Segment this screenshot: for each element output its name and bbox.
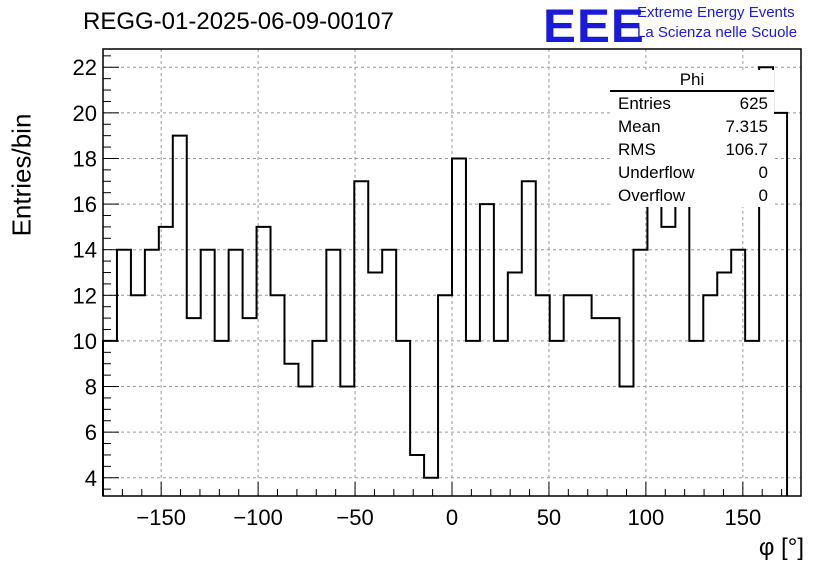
y-tick-label: 22	[73, 55, 97, 80]
y-tick-label: 8	[85, 375, 97, 400]
x-tick-label: 0	[446, 505, 458, 530]
y-tick-label: 4	[85, 466, 97, 491]
logo-tagline-1: Extreme Energy Events	[637, 4, 795, 21]
page-title: REGG-01-2025-06-09-00107	[83, 8, 394, 35]
stats-row-mean: Mean 7.315	[610, 115, 774, 138]
x-tick-label: −50	[336, 505, 373, 530]
stats-label: Entries	[618, 94, 671, 113]
stats-label: Mean	[618, 117, 661, 136]
stats-row-overflow: Overflow 0	[610, 184, 774, 207]
stats-value: 0	[758, 186, 768, 205]
stats-value: 106.7	[725, 140, 768, 159]
y-tick-label: 20	[73, 101, 97, 126]
y-tick-label: 12	[73, 283, 97, 308]
y-tick-label: 16	[73, 192, 97, 217]
y-axis-label: Entries/bin	[6, 113, 37, 237]
tick-labels: −150 −100 −50 0 50 100 150 4 6 8 10 12 14 16 18 20 22	[73, 55, 762, 530]
y-tick-label: 10	[73, 329, 97, 354]
stats-box: Phi Entries 625 Mean 7.315 RMS 106.7 Und…	[610, 70, 774, 207]
stats-label: RMS	[618, 140, 656, 159]
x-tick-label: −150	[136, 505, 186, 530]
x-tick-label: 150	[724, 505, 761, 530]
stats-value: 0	[758, 163, 768, 182]
stats-title: Phi	[610, 70, 774, 92]
stats-row-rms: RMS 106.7	[610, 138, 774, 161]
x-tick-label: −100	[233, 505, 283, 530]
stats-label: Overflow	[618, 186, 686, 205]
y-tick-label: 18	[73, 146, 97, 171]
y-tick-label: 14	[73, 238, 97, 263]
stats-value: 7.315	[725, 117, 768, 136]
eee-logo: EEE	[543, 0, 645, 52]
stats-value: 625	[739, 94, 768, 113]
axis-ticks	[102, 55, 802, 496]
y-axis-label-wrap: Entries/bin	[2, 110, 42, 240]
x-tick-label: 100	[628, 505, 665, 530]
stats-row-underflow: Underflow 0	[610, 161, 774, 184]
logo-tagline-2: La Scienza nelle Scuole	[637, 24, 798, 41]
stats-row-entries: Entries 625	[610, 92, 774, 115]
x-tick-label: 50	[537, 505, 561, 530]
x-axis-label: φ [°]	[758, 534, 804, 561]
stats-label: Underflow	[618, 163, 695, 182]
y-tick-label: 6	[85, 420, 97, 445]
